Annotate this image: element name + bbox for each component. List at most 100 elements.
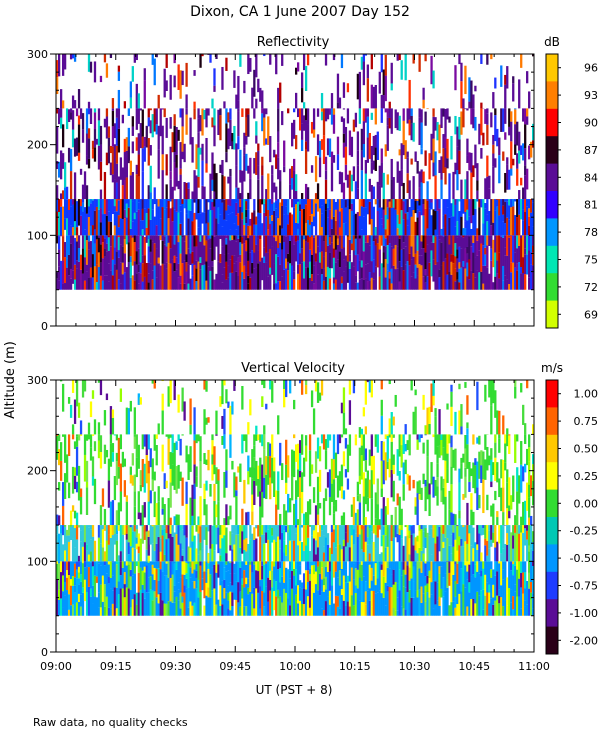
data-cell: [277, 108, 280, 132]
data-cell: [300, 434, 304, 455]
data-cell: [440, 561, 443, 567]
data-cell: [320, 108, 324, 112]
data-cell: [285, 199, 288, 207]
data-cell: [516, 199, 519, 203]
data-cell: [137, 93, 140, 109]
data-cell: [344, 222, 348, 236]
data-cell: [488, 525, 491, 531]
data-cell: [137, 444, 140, 461]
data-cell: [384, 199, 387, 215]
data-cell: [376, 131, 379, 160]
data-cell: [364, 54, 367, 56]
data-cell: [113, 225, 117, 236]
data-cell: [310, 565, 314, 588]
data-cell: [460, 525, 463, 539]
data-cell: [296, 585, 300, 604]
data-cell: [402, 242, 405, 249]
data-cell: [111, 417, 115, 435]
data-cell: [123, 235, 127, 240]
data-cell: [269, 274, 272, 290]
data-cell: [103, 171, 107, 200]
data-cell: [522, 561, 525, 573]
data-cell: [304, 120, 308, 142]
data-cell: [348, 581, 352, 607]
data-cell: [390, 525, 393, 541]
data-cell: [418, 187, 421, 200]
data-cell: [366, 525, 369, 527]
data-cell: [263, 425, 266, 435]
data-cell: [422, 204, 425, 216]
data-cell: [209, 597, 212, 616]
data-cell: [368, 528, 371, 545]
data-cell: [298, 525, 302, 542]
data-cell: [223, 471, 226, 485]
data-cell: [61, 100, 65, 109]
data-cell: [127, 242, 130, 262]
data-cell: [207, 199, 210, 203]
data-cell: [532, 593, 535, 609]
data-cell: [283, 214, 286, 236]
data-cell: [185, 62, 188, 87]
data-cell: [324, 252, 328, 277]
data-cell: [466, 434, 469, 445]
data-cell: [97, 145, 101, 170]
data-cell: [237, 534, 240, 562]
data-cell: [65, 199, 69, 219]
data-cell: [231, 549, 234, 562]
data-cell: [400, 60, 403, 80]
data-cell: [348, 606, 352, 616]
data-cell: [59, 533, 63, 562]
data-cell: [342, 235, 346, 248]
data-cell: [263, 561, 266, 565]
data-cell: [73, 563, 77, 578]
data-cell: [101, 601, 105, 616]
data-cell: [189, 210, 192, 236]
data-cell: [247, 114, 250, 137]
data-cell: [193, 170, 196, 200]
data-cell: [197, 132, 200, 148]
data-cell: [189, 525, 192, 532]
data-cell: [318, 235, 322, 253]
data-cell: [141, 220, 144, 230]
data-cell: [191, 525, 194, 542]
data-cell: [191, 251, 194, 264]
data-cell: [125, 199, 128, 204]
data-cell: [291, 166, 294, 179]
data-cell: [193, 561, 196, 570]
data-cell: [518, 190, 521, 200]
data-cell: [372, 206, 375, 236]
data-cell: [179, 438, 182, 456]
data-cell: [165, 575, 168, 604]
data-cell: [508, 477, 511, 506]
data-cell: [77, 261, 81, 290]
data-cell: [432, 608, 435, 616]
data-cell: [261, 590, 264, 616]
data-cell: [215, 410, 218, 435]
data-cell: [143, 502, 146, 518]
data-cell: [261, 90, 264, 109]
data-cell: [482, 479, 485, 496]
data-cell: [336, 73, 340, 103]
data-cell: [386, 497, 389, 515]
data-cell: [177, 199, 180, 213]
data-cell: [285, 567, 288, 593]
data-cell: [376, 243, 379, 268]
data-cell: [259, 199, 262, 214]
data-cell: [508, 435, 511, 455]
data-cell: [518, 214, 521, 236]
data-cell: [229, 561, 232, 564]
data-cell: [81, 273, 85, 290]
data-cell: [75, 235, 79, 242]
data-cell: [87, 101, 91, 109]
data-cell: [324, 210, 328, 236]
data-cell: [434, 117, 437, 131]
data-cell: [139, 567, 142, 590]
data-cell: [179, 199, 182, 206]
data-cell: [185, 94, 188, 109]
data-cell: [524, 274, 527, 290]
data-cell: [287, 224, 290, 236]
data-cell: [259, 525, 262, 537]
data-cell: [362, 144, 366, 158]
data-cell: [346, 582, 350, 602]
data-cell: [466, 428, 469, 435]
